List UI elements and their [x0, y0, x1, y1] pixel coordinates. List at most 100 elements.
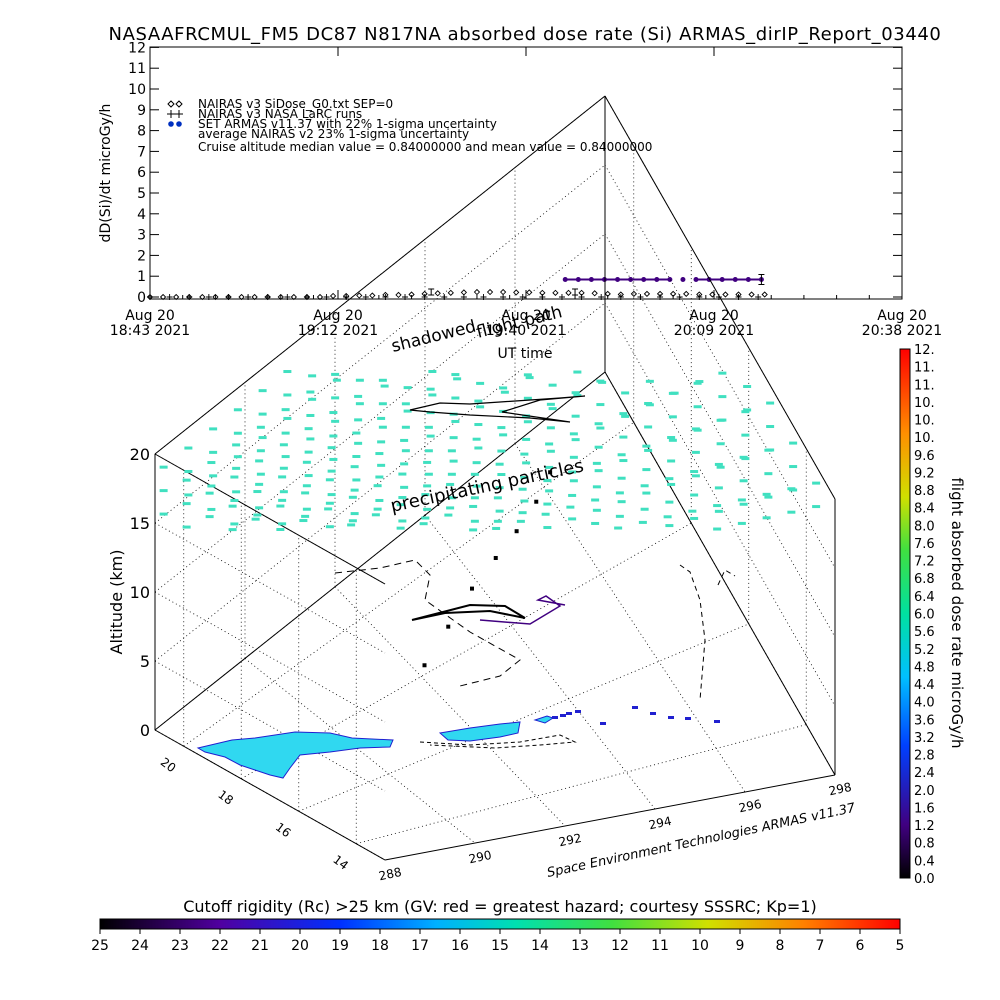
top-plot-frame [149, 46, 903, 300]
armas-point [575, 277, 581, 283]
wall-grid-line [154, 233, 606, 593]
colorbar-tick-label: 9.2 [914, 466, 935, 481]
particle-mark [516, 519, 525, 523]
top-x-tick-date: Aug 20 [689, 308, 739, 324]
particle-mark [739, 479, 748, 483]
nairas-larc-point [245, 294, 252, 300]
particle-mark [205, 491, 214, 495]
particle-mark [621, 391, 630, 395]
particle-mark [495, 486, 504, 490]
particle-mark [159, 489, 168, 493]
particle-mark [522, 437, 531, 441]
nairas-larc-point [480, 294, 487, 300]
particle-mark [255, 506, 264, 510]
nairas-v3-point [526, 289, 533, 296]
particle-mark [350, 465, 359, 469]
nairas-v3-point [486, 288, 494, 296]
particle-mark [423, 507, 432, 511]
particle-mark [497, 473, 506, 477]
nairas-larc-point [735, 294, 742, 300]
colorbar-ticks: 0.0 0.4 0.8 1.2 1.6 2.0 2.4 2.8 3.2 3.6 4.0 4.4 4.8 5… [914, 343, 935, 887]
flight-path-marks [334, 395, 736, 749]
colorbar-tick-label: 1.6 [914, 801, 935, 816]
cutoff-tick-label: 12 [611, 938, 629, 954]
particle-mark [306, 437, 315, 441]
particle-mark [812, 505, 821, 509]
particle-mark [182, 502, 191, 506]
particle-mark [640, 507, 649, 511]
nairas-v3-point [591, 290, 598, 297]
colorbar-tick-label: 3.2 [914, 731, 935, 746]
nairas-larc-point [323, 294, 330, 300]
top-x-label: UT time [498, 346, 553, 362]
particle-mark [492, 526, 501, 530]
particle-mark [159, 512, 168, 516]
particle-mark [617, 453, 626, 457]
particle-mark [182, 525, 191, 529]
particle-mark [713, 504, 722, 508]
particle-mark [663, 515, 672, 519]
hispaniola-land [196, 731, 394, 779]
particle-mark [355, 402, 364, 406]
particle-mark [230, 498, 239, 502]
particle-mark [446, 506, 455, 510]
particle-mark [470, 472, 479, 476]
colorbar-tick-label: 4.4 [914, 678, 935, 693]
particle-mark [762, 516, 771, 520]
particle-mark [378, 402, 387, 406]
particle-mark [451, 396, 460, 400]
nairas-v3-point [251, 293, 258, 301]
box-edge [384, 774, 836, 861]
colorbar-tick-label: 6.4 [914, 590, 935, 605]
particle-mark [421, 516, 430, 520]
top-y-tick-label: 8 [137, 124, 146, 140]
colorbar-tick-label: 9.6 [914, 449, 935, 464]
particle-mark [258, 436, 267, 440]
particle-mark [401, 402, 410, 406]
particle-mark [741, 433, 750, 437]
nairas-larc-point [696, 294, 703, 300]
particle-mark [228, 504, 237, 508]
particle-mark [525, 376, 534, 380]
particle-mark [614, 526, 623, 530]
particle-mark [546, 426, 555, 430]
particle-mark [743, 384, 752, 388]
particle-mark [693, 405, 702, 409]
particle-mark [764, 472, 773, 476]
small-island-land [632, 706, 638, 709]
particle-mark [209, 450, 218, 454]
particle-mark [331, 419, 340, 423]
particle-mark [545, 465, 554, 469]
particle-mark [449, 459, 458, 463]
wall-grid-line [154, 522, 386, 654]
particle-mark [253, 513, 262, 517]
nairas-v3-point [329, 292, 337, 300]
colorbar-tick-label: 7.6 [914, 537, 935, 552]
annotation-shadowed: shadowed [389, 317, 478, 357]
nairas-v3-point [290, 293, 297, 301]
particle-mark [690, 470, 699, 474]
nairas-larc-point [441, 294, 448, 300]
particle-mark [716, 442, 725, 446]
legend-entry: average NAIRAS v2 23% 1-sigma uncertaint… [198, 127, 469, 141]
particle-mark [645, 379, 654, 383]
particle-mark [764, 495, 773, 499]
particle-mark [668, 438, 677, 442]
nairas-v3-point [552, 289, 559, 296]
particle-mark [444, 513, 453, 517]
nairas-larc-point [617, 294, 624, 300]
particle-mark [644, 425, 653, 429]
particle-mark [308, 374, 317, 378]
particle-mark [743, 408, 752, 412]
particle-mark [665, 500, 674, 504]
small-island-land [650, 712, 656, 715]
particle-mark [423, 484, 432, 488]
particle-mark [789, 441, 798, 445]
colorbar-label: flight absorbed dose rate microGy/h [948, 477, 966, 748]
nairas-v3-point [630, 290, 638, 298]
particle-mark [596, 379, 605, 383]
particle-mark [348, 495, 357, 499]
particle-mark [302, 484, 311, 488]
longitude-tick-label: 296 [738, 797, 763, 815]
particle-mark [354, 418, 363, 422]
